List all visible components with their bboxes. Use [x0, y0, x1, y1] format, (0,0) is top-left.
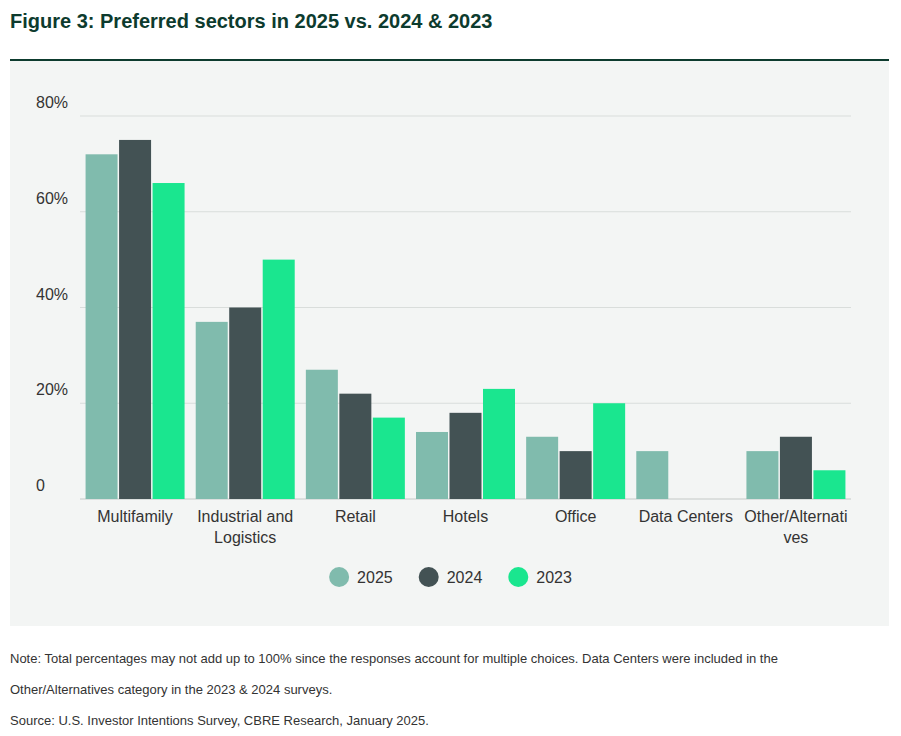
legend-swatch — [508, 567, 528, 587]
tick-label: 20% — [36, 381, 68, 398]
bar — [416, 432, 448, 499]
bar — [560, 451, 592, 499]
category-label: Multifamily — [97, 508, 173, 525]
legend-label: 2023 — [536, 569, 572, 586]
bar — [593, 403, 625, 499]
grid-line — [80, 403, 851, 404]
category-label: Data Centers — [639, 508, 733, 525]
bar — [450, 413, 482, 499]
tick-label: 80% — [36, 94, 68, 111]
legend-swatch — [329, 567, 349, 587]
grid-line — [80, 211, 851, 212]
grid-line — [80, 116, 851, 117]
bar — [153, 183, 185, 499]
bar — [263, 260, 295, 499]
bar — [780, 437, 812, 499]
note: Other/Alternatives category in the 2023 … — [10, 682, 332, 697]
category-label: Hotels — [443, 508, 488, 525]
category-label: Other/Alternatives — [744, 508, 847, 546]
bar — [373, 418, 405, 499]
bar — [483, 389, 515, 499]
legend-label: 2024 — [447, 569, 483, 586]
bar — [119, 140, 151, 499]
bar — [339, 394, 371, 499]
category-label: Office — [555, 508, 597, 525]
panel — [10, 61, 889, 626]
chart: Figure 3: Preferred sectors in 2025 vs. … — [0, 0, 901, 736]
bar — [196, 322, 228, 499]
bar — [636, 451, 668, 499]
bar — [306, 370, 338, 499]
title-rule — [10, 59, 889, 61]
bar — [813, 470, 845, 499]
title: Figure 3: Preferred sectors in 2025 vs. … — [10, 10, 493, 32]
category-label: Retail — [335, 508, 376, 525]
bar — [526, 437, 558, 499]
tick-label: 60% — [36, 190, 68, 207]
legend-label: 2025 — [357, 569, 393, 586]
note: Note: Total percentages may not add up t… — [10, 651, 778, 666]
tick-label: 0 — [36, 477, 45, 494]
tick-label: 40% — [36, 286, 68, 303]
grid-line — [80, 307, 851, 308]
bar — [86, 154, 118, 499]
legend-swatch — [419, 567, 439, 587]
bars — [86, 140, 846, 499]
category-label: Industrial andLogistics — [197, 508, 293, 546]
bar — [229, 308, 261, 500]
bar — [746, 451, 778, 499]
note: Source: U.S. Investor Intentions Survey,… — [10, 713, 429, 728]
